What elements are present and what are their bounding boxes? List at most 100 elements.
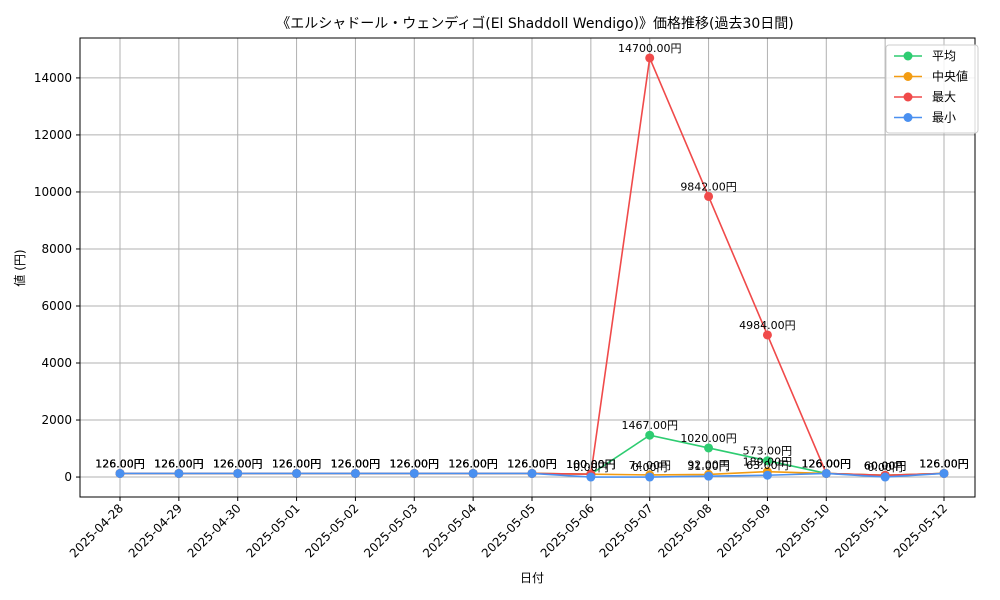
data-label: 126.00円 — [272, 457, 322, 470]
data-label: 126.00円 — [919, 457, 969, 470]
data-label: 126.00円 — [448, 457, 498, 470]
y-axis-label: 値 (円) — [12, 249, 27, 286]
legend-box — [885, 44, 979, 134]
data-label: 126.00円 — [448, 457, 498, 470]
data-label: 92.00円 — [687, 458, 730, 471]
data-label: 126.00円 — [213, 457, 263, 470]
y-tick-label: 2000 — [41, 413, 72, 427]
data-label: 189.00円 — [743, 456, 793, 469]
data-label: 126.00円 — [95, 457, 145, 470]
data-point — [233, 468, 243, 478]
data-label: 126.00円 — [507, 457, 557, 470]
data-label: 100.00円 — [566, 458, 616, 471]
chart-title: 《エルシャドール・ウェンディゴ(El Shaddoll Wendigo)》価格推… — [276, 15, 794, 32]
data-label: 126.00円 — [919, 457, 969, 470]
data-point — [645, 430, 655, 440]
series-layer — [115, 53, 949, 482]
data-label: 573.00円 — [743, 445, 793, 458]
data-label: 0.00円 — [573, 461, 609, 474]
data-point — [704, 471, 714, 481]
data-label: 126.00円 — [802, 457, 852, 470]
data-label: 126.00円 — [331, 457, 381, 470]
data-label: 126.00円 — [390, 457, 440, 470]
y-tick-label: 14000 — [34, 71, 72, 85]
y-tick-label: 4000 — [41, 356, 72, 370]
data-point — [645, 472, 655, 482]
data-point — [468, 468, 478, 478]
data-label: 9842.00円 — [680, 180, 737, 193]
data-label: 126.00円 — [95, 457, 145, 470]
plot-frame — [79, 37, 976, 498]
data-point — [762, 330, 772, 340]
legend-swatch-marker — [903, 92, 913, 102]
data-point — [704, 191, 714, 201]
data-label: 74.00円 — [628, 459, 671, 472]
data-label: 63.00円 — [746, 459, 789, 472]
data-label: 126.00円 — [331, 457, 381, 470]
data-label: 126.00円 — [95, 457, 145, 470]
data-label: 126.00円 — [448, 457, 498, 470]
series-最小 — [115, 468, 949, 482]
legend-swatch-marker — [903, 51, 913, 61]
data-point — [292, 468, 302, 478]
x-axis-label: 日付 — [520, 571, 544, 585]
data-label: 1467.00円 — [621, 419, 678, 432]
data-label: 126.00円 — [331, 457, 381, 470]
data-label: 126.00円 — [154, 457, 204, 470]
data-label: 126.00円 — [390, 457, 440, 470]
legend-label: 最大 — [932, 90, 956, 104]
data-point — [527, 468, 537, 478]
data-label: 60.00円 — [864, 459, 907, 472]
legend-label: 中央値 — [932, 69, 968, 84]
data-label: 1020.00円 — [680, 432, 737, 445]
data-point — [409, 468, 419, 478]
grid-lines — [80, 38, 975, 497]
data-label: 126.00円 — [272, 457, 322, 470]
data-label: 126.00円 — [331, 457, 381, 470]
legend-swatch-marker — [903, 113, 913, 122]
data-label: 126.00円 — [802, 457, 852, 470]
data-point — [880, 472, 890, 482]
data-label: 126.00円 — [802, 457, 852, 470]
data-label: 126.00円 — [390, 457, 440, 470]
data-label: 126.00円 — [154, 457, 204, 470]
data-label: 126.00円 — [213, 457, 263, 470]
y-tick-label: 10000 — [34, 185, 72, 199]
data-label: 126.00円 — [272, 457, 322, 470]
y-tick-label: 12000 — [34, 128, 72, 142]
data-label: 126.00円 — [448, 457, 498, 470]
y-tick-label: 6000 — [41, 299, 72, 313]
data-label: 126.00円 — [507, 457, 557, 470]
data-point — [821, 468, 831, 478]
data-label: 126.00円 — [272, 457, 322, 470]
legend-label: 平均 — [932, 49, 956, 63]
legend-label: 最小 — [932, 111, 956, 125]
data-label: 0.00円 — [867, 461, 903, 474]
data-label: 126.00円 — [507, 457, 557, 470]
data-point — [350, 468, 360, 478]
data-point — [939, 468, 949, 478]
data-point — [645, 53, 655, 63]
legend-swatch-marker — [903, 72, 913, 81]
data-label: 126.00円 — [95, 457, 145, 470]
data-label: 31.00円 — [687, 460, 730, 473]
data-label: 100.00円 — [566, 458, 616, 471]
data-point — [586, 472, 596, 482]
data-point — [115, 468, 125, 478]
data-label: 126.00円 — [213, 457, 263, 470]
data-label: 126.00円 — [154, 457, 204, 470]
data-label: 126.00円 — [507, 457, 557, 470]
data-label: 4984.00円 — [739, 319, 796, 332]
y-tick-label: 8000 — [41, 242, 72, 256]
data-label: 126.00円 — [919, 457, 969, 470]
data-label: 60.00円 — [864, 459, 907, 472]
data-label: 60.00円 — [864, 459, 907, 472]
data-labels: 126.00円 126.00円 126.00円 126.00円 126.00円 126.0… — [95, 42, 969, 474]
data-label: 0.00円 — [632, 461, 668, 474]
data-point — [762, 470, 772, 480]
data-point — [704, 443, 714, 453]
data-label: 126.00円 — [919, 457, 969, 470]
data-label: 126.00円 — [154, 457, 204, 470]
